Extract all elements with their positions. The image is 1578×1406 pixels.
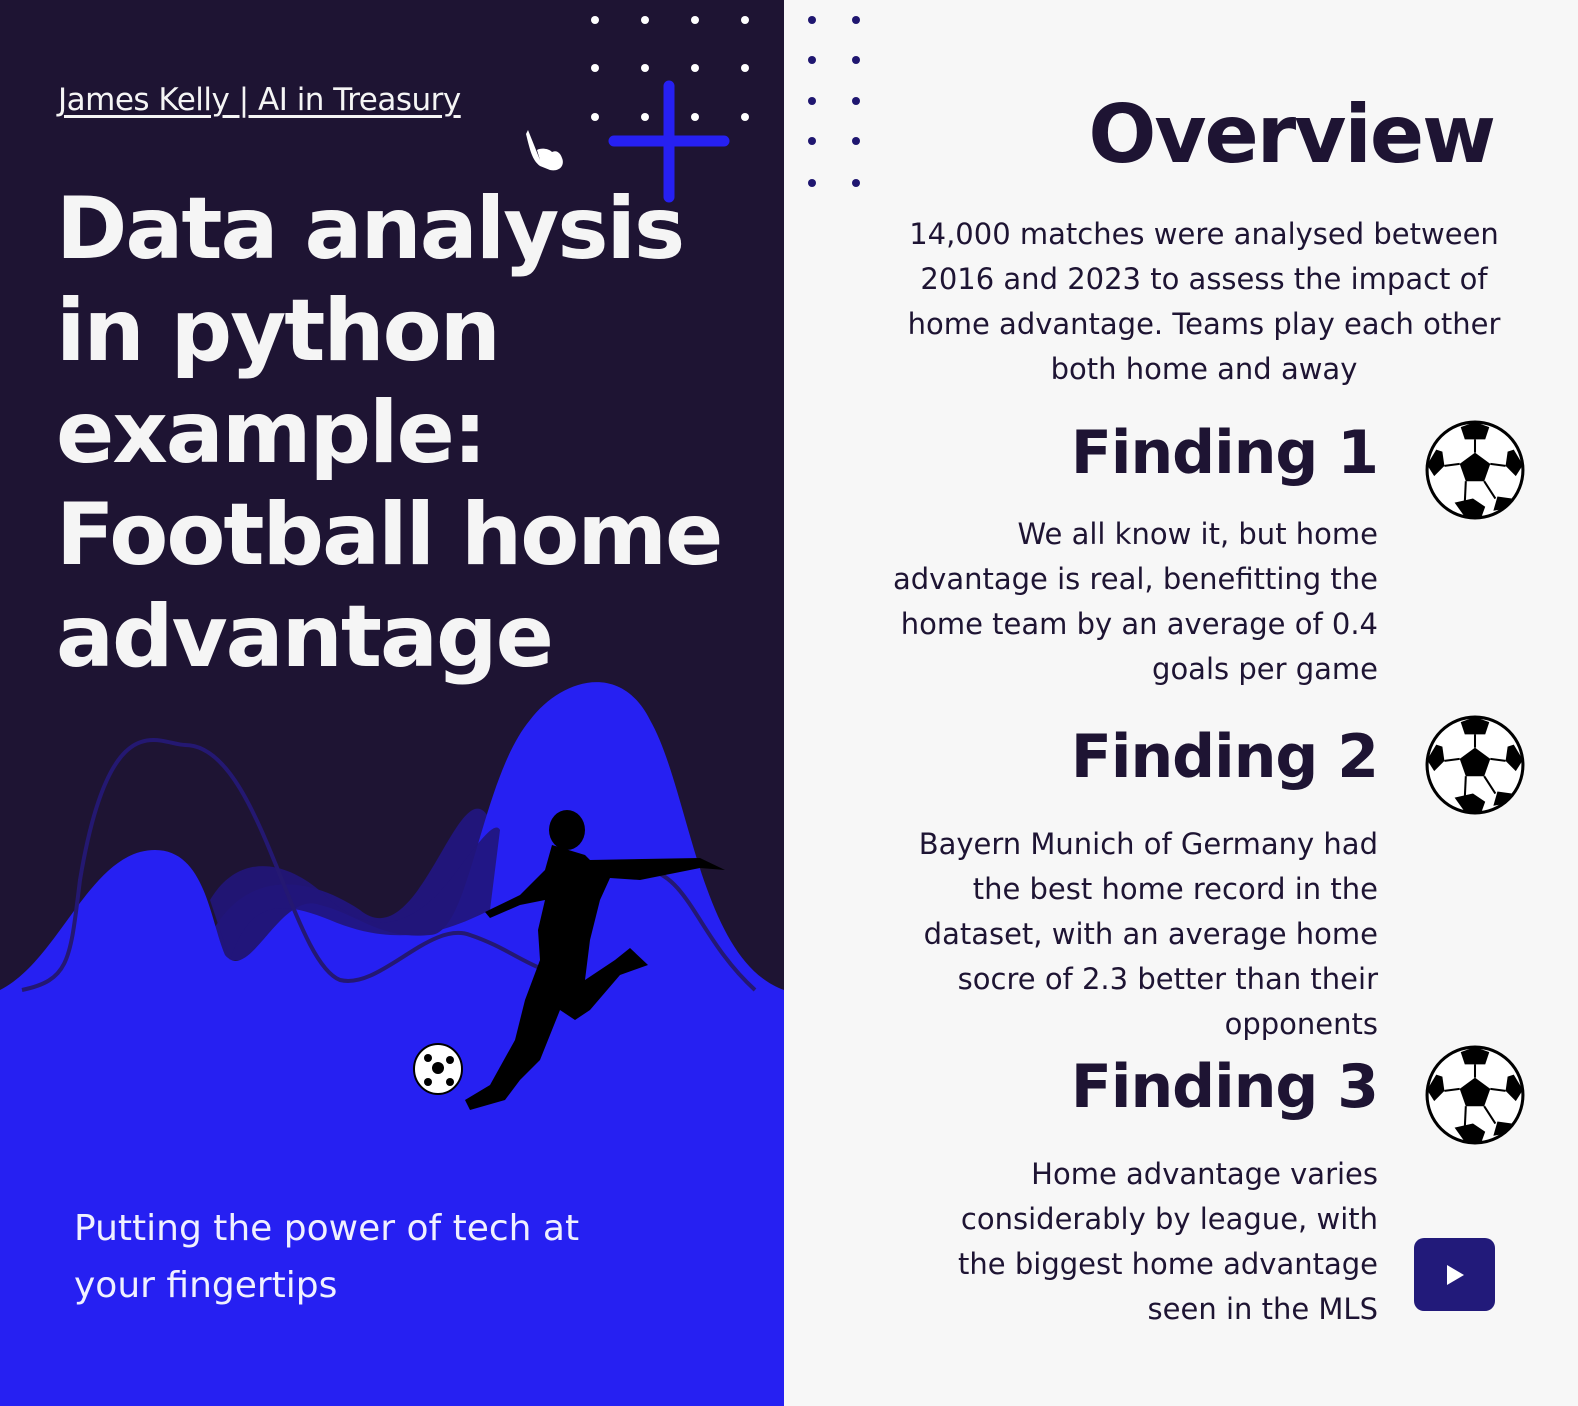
- finding-3-title: Finding 3: [1070, 1052, 1379, 1122]
- plus-icon: [608, 80, 730, 203]
- play-button[interactable]: [1414, 1238, 1495, 1311]
- soccer-ball-icon: [1425, 420, 1525, 520]
- dot: [591, 64, 599, 72]
- title-line: example:: [56, 383, 487, 483]
- dot: [852, 179, 860, 187]
- soccer-ball-icon: [1425, 715, 1525, 815]
- dot: [691, 113, 699, 121]
- dot: [741, 113, 749, 121]
- findings-panel: [784, 0, 1578, 1406]
- dot: [641, 113, 649, 121]
- finding-3-text: Home advantage varies considerably by le…: [958, 1157, 1378, 1326]
- finding-2-text: Bayern Munich of Germany had the best ho…: [918, 827, 1378, 1041]
- author-link[interactable]: James Kelly | AI in Treasury: [58, 82, 461, 118]
- play-icon: [1446, 1264, 1464, 1285]
- overview-title: Overview: [1088, 88, 1496, 181]
- finding-2-title: Finding 2: [1070, 722, 1379, 792]
- tagline-line: Putting the power of tech at: [74, 1208, 580, 1249]
- title-line: Football home: [56, 485, 723, 585]
- page-title: Data analysis in python example: Footbal…: [56, 178, 776, 688]
- soccer-ball-icon: [1425, 1045, 1525, 1145]
- dim-wave-front: [210, 827, 500, 960]
- outline-wave: [21, 738, 541, 992]
- tagline: Putting the power of tech at your finger…: [74, 1200, 674, 1314]
- overview-text: 14,000 matches were analysed between 201…: [907, 217, 1501, 386]
- small-ball-icon: [413, 1043, 463, 1095]
- wave-background: [0, 80, 784, 1406]
- dot: [852, 16, 860, 24]
- dot: [852, 56, 860, 64]
- outline-wave-right: [649, 868, 757, 992]
- dot: [741, 64, 749, 72]
- dot: [691, 64, 699, 72]
- hand-pointer-icon: [526, 130, 563, 171]
- dot: [741, 16, 749, 24]
- dot: [808, 97, 816, 105]
- dot: [808, 56, 816, 64]
- dot: [808, 137, 816, 145]
- dot: [591, 113, 599, 121]
- dot: [808, 179, 816, 187]
- dot: [808, 16, 816, 24]
- tagline-line: your fingertips: [74, 1265, 338, 1306]
- title-line: Data analysis: [56, 179, 685, 279]
- dot: [852, 97, 860, 105]
- cover-panel: James Kelly | AI in Treasury Data analys…: [0, 0, 784, 1406]
- dot: [641, 64, 649, 72]
- dot: [691, 16, 699, 24]
- finding-1-title: Finding 1: [1070, 418, 1379, 488]
- title-line: in python: [56, 281, 501, 381]
- dot: [852, 137, 860, 145]
- finding-1-text: We all know it, but home advantage is re…: [892, 517, 1378, 686]
- title-line: advantage: [56, 587, 554, 687]
- dot: [641, 16, 649, 24]
- dot: [591, 16, 599, 24]
- footballer-silhouette: [465, 810, 725, 1110]
